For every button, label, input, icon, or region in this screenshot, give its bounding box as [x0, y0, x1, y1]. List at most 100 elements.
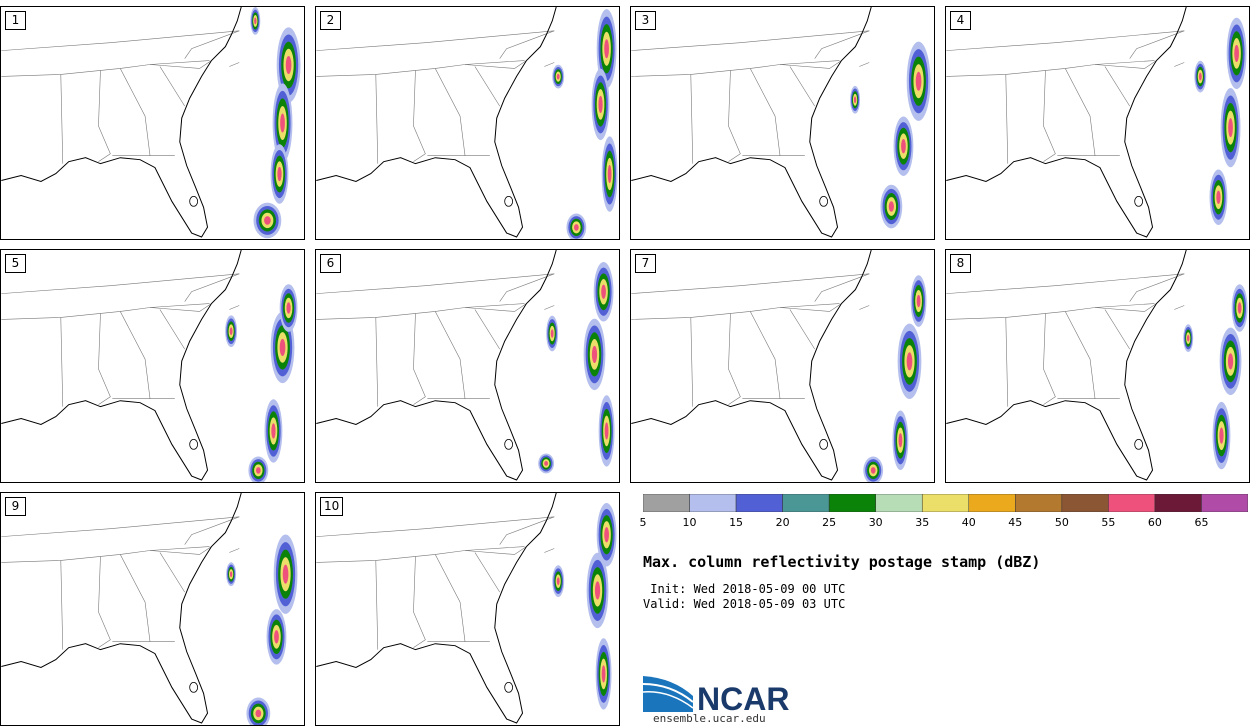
postage-stamp-panel: 9	[0, 492, 305, 726]
state-border	[544, 305, 555, 310]
reflectivity-cell	[556, 73, 560, 80]
colorbar-tick-label: 5	[639, 516, 647, 529]
reflectivity-map	[946, 7, 1247, 238]
postage-stamp-panel: 1	[0, 6, 305, 240]
reflectivity-cell	[271, 423, 276, 439]
state-border	[229, 62, 240, 67]
state-border	[375, 74, 379, 164]
reflectivity-cell	[1216, 190, 1221, 204]
valid-time: Valid: Wed 2018-05-09 03 UTC	[643, 597, 846, 611]
state-border	[1094, 60, 1157, 69]
state-border	[316, 30, 555, 51]
state-border	[779, 60, 842, 69]
state-border	[474, 66, 500, 107]
state-border	[742, 68, 781, 157]
coastline	[1, 7, 242, 238]
colorbar-tick-label: 40	[961, 516, 976, 529]
postage-stamp-panel: 6	[315, 249, 620, 483]
state-border	[1, 546, 210, 563]
reflectivity-cell	[1219, 427, 1224, 444]
colorbar-segment	[875, 494, 923, 512]
reflectivity-map	[316, 250, 615, 481]
state-border	[789, 66, 815, 107]
panel-member-label: 6	[320, 254, 341, 273]
reflectivity-cell	[591, 345, 598, 363]
reflectivity-cell	[604, 422, 609, 440]
reflectivity-cell	[254, 17, 257, 25]
state-border	[690, 74, 694, 164]
state-border	[184, 30, 240, 59]
state-border	[316, 546, 525, 563]
state-border	[946, 30, 1185, 51]
lake-okeechobee	[504, 438, 514, 450]
state-border	[60, 317, 64, 407]
reflectivity-map	[1, 493, 298, 725]
reflectivity-cell	[898, 433, 903, 448]
init-time: Init: Wed 2018-05-09 00 UTC	[643, 582, 846, 596]
reflectivity-cell	[264, 216, 271, 225]
reflectivity-cell	[604, 39, 609, 59]
coastline	[631, 250, 872, 481]
state-border	[112, 554, 151, 643]
state-border	[229, 548, 240, 553]
reflectivity-cell	[870, 467, 876, 474]
state-border	[1104, 309, 1130, 350]
state-border	[544, 548, 555, 553]
reflectivity-cell	[279, 338, 286, 357]
state-border	[1005, 74, 1009, 164]
colorbar-tick-label: 10	[682, 516, 697, 529]
panel-member-label: 3	[635, 11, 656, 30]
state-border	[690, 317, 694, 407]
reflectivity-cell	[888, 201, 894, 212]
coastline	[316, 493, 557, 724]
state-border	[229, 305, 240, 310]
lake-okeechobee	[819, 195, 829, 207]
reflectivity-map	[316, 7, 618, 239]
state-border	[149, 303, 212, 312]
state-border	[1174, 305, 1185, 310]
reflectivity-cell	[853, 96, 857, 104]
state-border	[814, 30, 870, 59]
reflectivity-cell	[594, 581, 601, 600]
colorbar-segment	[1201, 494, 1248, 512]
state-border	[316, 273, 555, 294]
coastline	[946, 250, 1187, 481]
reflectivity-cell	[901, 139, 906, 154]
state-border	[1129, 30, 1185, 59]
state-border	[60, 74, 64, 164]
lake-okeechobee	[504, 681, 514, 693]
state-border	[474, 552, 500, 593]
reflectivity-cell	[286, 302, 291, 314]
reflectivity-cell	[573, 224, 579, 231]
state-border	[184, 273, 240, 302]
state-border	[159, 66, 185, 107]
colorbar-tick-label: 55	[1101, 516, 1116, 529]
state-border	[375, 560, 379, 650]
state-border	[1104, 66, 1130, 107]
reflectivity-cell	[598, 95, 603, 114]
state-border	[427, 311, 466, 400]
colorbar-segment	[1015, 494, 1063, 512]
reflectivity-map	[1, 250, 298, 482]
state-border	[316, 516, 555, 537]
state-border	[149, 60, 212, 69]
state-border	[946, 273, 1185, 294]
reflectivity-cell	[1237, 302, 1242, 314]
reflectivity-map	[946, 250, 1248, 481]
state-border	[1, 516, 240, 537]
state-border	[316, 60, 525, 77]
ncar-logo: NCAR	[643, 676, 789, 716]
state-border	[789, 309, 815, 350]
state-border	[413, 70, 426, 162]
state-border	[464, 546, 527, 555]
state-border	[1, 303, 210, 320]
coastline	[1, 493, 242, 724]
panel-member-label: 1	[5, 11, 26, 30]
state-border	[728, 313, 741, 405]
reflectivity-cell	[550, 329, 554, 338]
colorbar-segment	[735, 494, 783, 512]
state-border	[1, 273, 240, 294]
state-border	[631, 273, 870, 294]
state-border	[631, 303, 840, 320]
colorbar-tick-label: 65	[1194, 516, 1209, 529]
